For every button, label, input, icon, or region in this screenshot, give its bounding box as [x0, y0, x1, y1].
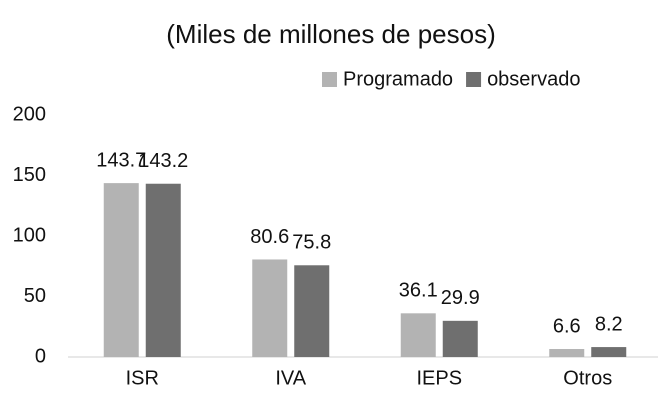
bar — [442, 320, 478, 357]
value-label: 75.8 — [292, 232, 331, 254]
value-label: 29.9 — [441, 287, 480, 309]
value-label: 36.1 — [399, 280, 438, 302]
bar — [294, 265, 330, 357]
value-label: 143.7 — [96, 149, 146, 171]
value-label: 6.6 — [553, 315, 581, 337]
legend-label: Programado — [343, 68, 453, 90]
bar — [145, 183, 181, 357]
x-tick-label: IVA — [275, 367, 306, 389]
value-label: 80.6 — [250, 226, 289, 248]
y-tick-label: 100 — [13, 224, 46, 246]
y-tick-label: 0 — [35, 345, 46, 367]
y-tick-label: 200 — [13, 103, 46, 125]
value-label: 8.2 — [595, 313, 623, 335]
bar — [400, 313, 436, 357]
value-label: 143.2 — [138, 150, 188, 172]
bar — [103, 183, 139, 357]
y-tick-label: 150 — [13, 164, 46, 186]
chart-title: (Miles de millones de pesos) — [166, 19, 495, 49]
legend-swatch — [322, 72, 337, 87]
x-tick-label: IEPS — [416, 367, 462, 389]
legend-swatch — [466, 72, 482, 87]
legend-label: observado — [487, 68, 580, 90]
x-tick-label: ISR — [126, 367, 159, 389]
bar — [591, 347, 627, 357]
bar — [549, 349, 585, 357]
x-tick-label: Otros — [563, 367, 612, 389]
y-tick-label: 50 — [24, 285, 46, 307]
bar — [252, 259, 288, 357]
